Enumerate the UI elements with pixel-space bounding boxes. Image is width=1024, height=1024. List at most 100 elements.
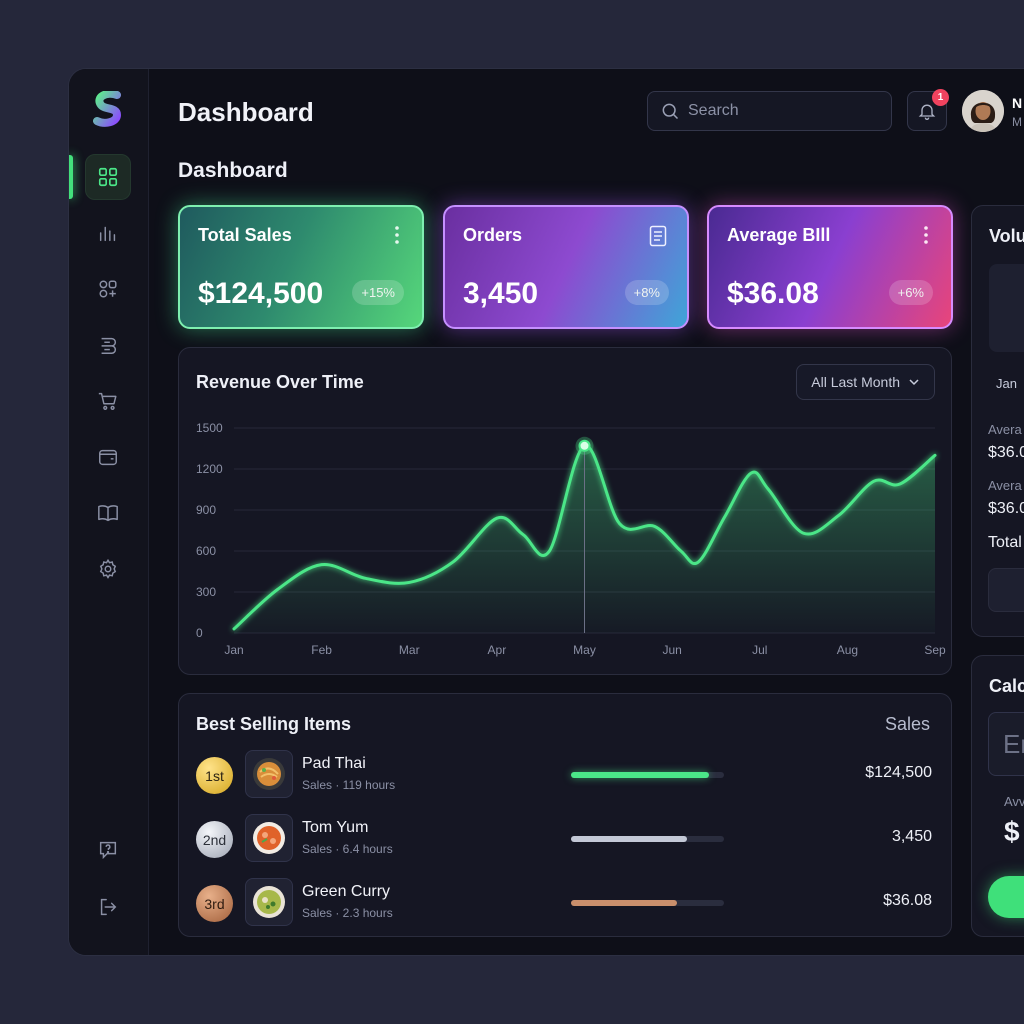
app-window: Dashboard 1 N M Dashboard Total Sales $1… <box>68 68 1024 956</box>
sidebar-item-help[interactable] <box>85 827 131 873</box>
pad-thai-icon <box>245 750 293 798</box>
sidebar-item-analytics[interactable] <box>85 210 131 256</box>
receipt-icon <box>101 337 117 354</box>
card-title: Total Sales <box>198 225 292 245</box>
x-tick-label: Aug <box>837 643 858 657</box>
x-tick-label: May <box>573 643 596 657</box>
change-badge: +6% <box>888 280 933 305</box>
y-tick-label: 300 <box>196 585 216 599</box>
page-title: Dashboard <box>178 97 314 127</box>
search-icon <box>662 103 679 120</box>
x-tick-label: Sep <box>924 643 946 657</box>
average-label-2: Avera <box>988 478 1022 493</box>
volume-action-button[interactable] <box>988 568 1024 612</box>
item-name: Tom Yum <box>302 819 369 836</box>
grid-icon <box>98 167 118 187</box>
sidebar-item-orders[interactable] <box>85 322 131 368</box>
shapes-icon <box>99 280 117 298</box>
x-tick-label: Feb <box>311 643 332 657</box>
x-tick-label: Apr <box>488 643 507 657</box>
document-icon[interactable] <box>649 225 667 247</box>
sales-bar <box>571 900 724 906</box>
calc-average-label: Avv <box>1004 794 1024 809</box>
y-tick-label: 600 <box>196 544 216 558</box>
sales-bar <box>571 772 724 778</box>
sidebar-item-apps[interactable] <box>85 266 131 312</box>
book-icon <box>98 505 118 522</box>
sidebar-item-menu-book[interactable] <box>85 490 131 536</box>
search-box[interactable] <box>647 91 892 131</box>
sales-bar <box>571 836 724 842</box>
user-photo-icon <box>962 90 1004 132</box>
section-title: Dashboard <box>178 159 288 182</box>
more-vertical-icon[interactable] <box>923 225 929 245</box>
sales-bar-fill <box>571 900 677 906</box>
orders-card[interactable]: Orders 3,450 +8% <box>443 205 689 329</box>
sidebar-item-dashboard[interactable] <box>85 154 131 200</box>
sales-bar-fill <box>571 836 688 842</box>
list-item[interactable]: 2nd Tom Yum Sales · 6.4 hours 3,450 <box>196 814 936 864</box>
card-value: $124,500 <box>198 277 324 310</box>
x-tick-label: Jun <box>662 643 681 657</box>
rank-badge-bronze: 3rd <box>196 885 233 922</box>
avatar[interactable] <box>962 90 1004 132</box>
revenue-chart[interactable]: 1500 1200 900 600 300 0 Jan Feb Mar Apr May Jun Jul A… <box>179 348 953 676</box>
x-tick-label: Jan <box>224 643 243 657</box>
item-value: $36.08 <box>883 892 932 909</box>
card-value: $36.08 <box>727 277 819 310</box>
help-icon <box>99 841 117 860</box>
tom-yum-icon <box>245 814 293 862</box>
calculator-panel: Calc Er Avv $ <box>971 655 1024 937</box>
series-line <box>232 444 937 631</box>
sidebar-item-wallet[interactable] <box>85 434 131 480</box>
total-label: Total <box>988 534 1022 551</box>
volume-title: Volu <box>989 226 1024 246</box>
card-title: Orders <box>463 225 523 245</box>
search-input[interactable] <box>688 102 868 120</box>
sales-bar-fill <box>571 772 709 778</box>
sidebar <box>69 69 149 955</box>
total-sales-card[interactable]: Total Sales $124,500 +15% <box>178 205 424 329</box>
chevron-down-icon <box>909 379 919 386</box>
card-title: Average BIll <box>727 225 831 245</box>
item-subtitle: Sales · 2.3 hours <box>302 906 393 920</box>
sidebar-item-cart[interactable] <box>85 378 131 424</box>
notification-badge: 1 <box>932 89 949 106</box>
item-value: $124,500 <box>865 764 932 781</box>
list-item[interactable]: 3rd Green Curry Sales · 2.3 hours $36.08 <box>196 878 936 928</box>
item-subtitle: Sales · 6.4 hours <box>302 842 393 856</box>
wallet-icon <box>99 449 117 466</box>
best-selling-title: Best Selling Items <box>196 714 352 734</box>
logo-icon <box>93 91 122 127</box>
rank-badge-gold: 1st <box>196 757 233 794</box>
y-tick-label: 0 <box>196 626 203 640</box>
calc-average-value: $ <box>1004 816 1020 847</box>
user-name: N <box>1012 95 1023 111</box>
volume-month: Jan <box>996 376 1017 391</box>
user-role: M <box>1012 115 1022 129</box>
sidebar-item-logout[interactable] <box>85 884 131 930</box>
bar-chart-icon <box>99 226 116 242</box>
sidebar-item-settings[interactable] <box>85 546 131 592</box>
revenue-chart-panel: 1500 1200 900 600 300 0 Jan Feb Mar Apr May Jun Jul A… <box>178 347 952 675</box>
green-curry-icon <box>245 878 293 926</box>
dropdown-value: All Last Month <box>811 374 900 390</box>
volume-chart-box <box>989 264 1024 352</box>
item-name: Pad Thai <box>302 755 366 772</box>
calculate-button[interactable] <box>988 876 1024 918</box>
calculator-title: Calc <box>989 676 1024 696</box>
period-dropdown[interactable]: All Last Month <box>796 364 935 400</box>
y-tick-label: 1200 <box>196 462 223 476</box>
more-vertical-icon[interactable] <box>394 225 400 245</box>
active-indicator <box>69 155 73 199</box>
calculator-input[interactable]: Er <box>988 712 1024 776</box>
average-bill-card[interactable]: Average BIll $36.08 +6% <box>707 205 953 329</box>
chart-title: Revenue Over Time <box>196 372 364 392</box>
bell-icon <box>918 104 936 120</box>
list-item[interactable]: 1st Pad Thai Sales · 119 hours $124,500 <box>196 750 936 800</box>
item-value: 3,450 <box>891 828 932 845</box>
average-value-2: $36.0 <box>988 500 1024 517</box>
rank-badge-silver: 2nd <box>196 821 233 858</box>
best-selling-panel: Best Selling Items Sales 1st Pad Thai Sa… <box>178 693 952 937</box>
average-value-1: $36.0 <box>988 444 1024 461</box>
